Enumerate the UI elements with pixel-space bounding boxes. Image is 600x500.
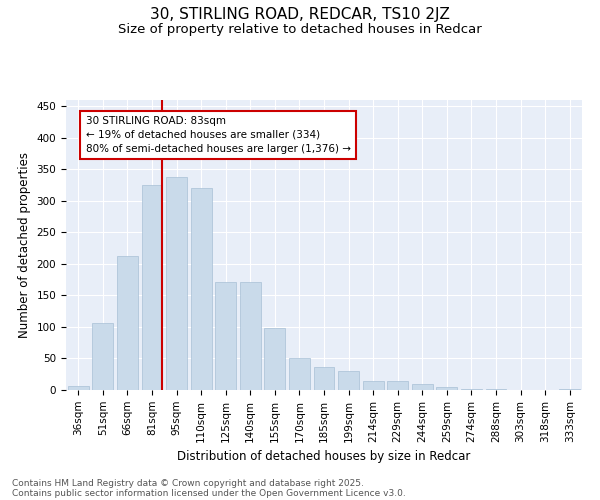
Bar xyxy=(387,380,408,390)
Bar xyxy=(265,328,286,390)
Bar xyxy=(240,282,261,390)
Bar xyxy=(412,384,433,390)
Bar xyxy=(68,386,89,390)
Bar xyxy=(142,185,163,390)
Bar xyxy=(191,188,212,390)
Y-axis label: Number of detached properties: Number of detached properties xyxy=(18,152,31,338)
Bar xyxy=(338,371,359,390)
Bar xyxy=(314,368,334,390)
Text: Contains HM Land Registry data © Crown copyright and database right 2025.: Contains HM Land Registry data © Crown c… xyxy=(12,478,364,488)
Bar xyxy=(92,322,113,390)
Bar xyxy=(289,358,310,390)
Text: 30 STIRLING ROAD: 83sqm
← 19% of detached houses are smaller (334)
80% of semi-d: 30 STIRLING ROAD: 83sqm ← 19% of detache… xyxy=(86,116,350,154)
Bar xyxy=(362,380,383,390)
Bar xyxy=(215,282,236,390)
Text: Size of property relative to detached houses in Redcar: Size of property relative to detached ho… xyxy=(118,22,482,36)
X-axis label: Distribution of detached houses by size in Redcar: Distribution of detached houses by size … xyxy=(178,450,470,463)
Bar xyxy=(436,387,457,390)
Text: 30, STIRLING ROAD, REDCAR, TS10 2JZ: 30, STIRLING ROAD, REDCAR, TS10 2JZ xyxy=(150,8,450,22)
Bar xyxy=(166,177,187,390)
Text: Contains public sector information licensed under the Open Government Licence v3: Contains public sector information licen… xyxy=(12,488,406,498)
Bar xyxy=(117,256,138,390)
